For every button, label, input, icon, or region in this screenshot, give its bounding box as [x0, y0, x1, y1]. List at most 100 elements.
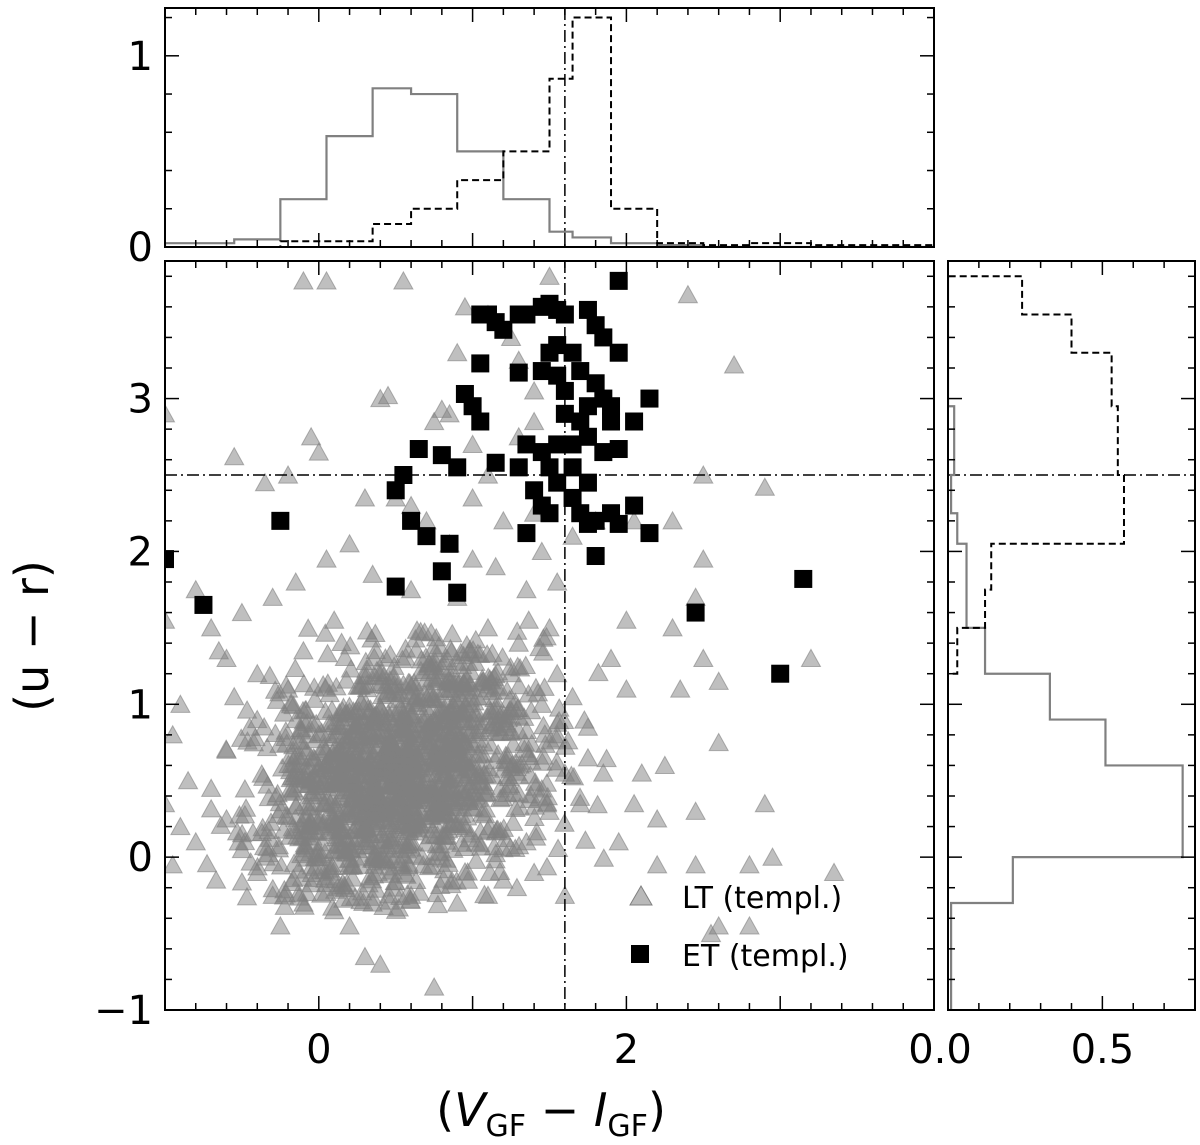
lt-point [539, 801, 560, 820]
lt-point [487, 743, 509, 763]
lt-point [339, 915, 360, 935]
et-point [440, 534, 459, 553]
lt-point [293, 892, 314, 912]
et-point [271, 511, 290, 530]
et-point [563, 488, 582, 507]
lt-point [500, 757, 521, 776]
x-axis-label: (VGF − IGF) [436, 1083, 666, 1144]
lt-point [251, 764, 273, 783]
et-point [509, 458, 528, 477]
y-tick-label: 1 [128, 682, 153, 728]
lt-point [362, 564, 383, 583]
lt-point [524, 807, 545, 826]
lt-point [521, 733, 543, 753]
lt-point [165, 793, 176, 813]
lt-point [165, 854, 184, 874]
legend: LT (templ.) ET (templ.) [629, 881, 849, 974]
et-point [386, 577, 405, 596]
lt-point [281, 872, 303, 892]
lt-point [370, 697, 391, 717]
lt-point [285, 571, 307, 591]
lt-point [429, 834, 451, 854]
lt-point [623, 793, 645, 813]
et-point [609, 440, 628, 459]
lt-point [243, 732, 265, 752]
et-point [525, 481, 544, 500]
lt-point [234, 778, 256, 798]
lt-point [391, 698, 412, 718]
lt-point [523, 411, 545, 431]
lt-point [339, 533, 360, 553]
lt-point [289, 827, 310, 847]
lt-point [258, 820, 279, 840]
lt-point [323, 900, 345, 920]
lt-point [468, 711, 490, 731]
lt-point [246, 862, 268, 882]
right-hist-lt [948, 276, 1184, 1010]
lt-point [216, 808, 237, 828]
lt-point [317, 673, 339, 692]
et-point [386, 481, 405, 500]
lt-point [415, 647, 437, 666]
lt-point [654, 755, 676, 775]
lt-point [562, 686, 583, 706]
lt-point [477, 820, 499, 839]
lt-point [235, 798, 257, 817]
lt-point [623, 510, 645, 530]
lt-point [531, 541, 553, 561]
lt-point [739, 854, 760, 874]
et-point [409, 440, 428, 459]
lt-point [273, 819, 294, 839]
lt-point [308, 724, 330, 743]
lt-point [315, 792, 337, 811]
lt-point [462, 549, 483, 568]
lt-point [762, 847, 783, 866]
lt-point [377, 681, 398, 700]
lt-point [426, 801, 448, 821]
lt-point [489, 788, 511, 808]
top-histogram-panel: 01 [128, 7, 935, 271]
lt-point [316, 549, 337, 568]
right-histogram-panel: 0.0 0.5 [908, 260, 1196, 1073]
lt-point [439, 731, 461, 750]
lt-point [546, 663, 568, 683]
top-frame [164, 7, 935, 248]
lt-point [569, 793, 591, 813]
lt-point [362, 892, 383, 912]
lt-point [333, 697, 354, 717]
lt-point [281, 766, 303, 786]
lt-point [296, 712, 318, 732]
legend-marker-et [631, 945, 649, 963]
lt-point [823, 862, 845, 882]
lt-point [411, 707, 433, 727]
lt-point [474, 804, 496, 824]
lt-point [424, 669, 446, 688]
lt-point [200, 778, 222, 797]
lt-point [277, 678, 299, 698]
et-point [578, 473, 597, 492]
et-point [555, 404, 574, 423]
lt-point [394, 717, 416, 737]
et-point [578, 514, 597, 533]
lt-point [239, 717, 260, 736]
lt-point [452, 699, 474, 719]
et-point [548, 473, 567, 492]
lt-point [631, 763, 653, 782]
et-point [448, 583, 467, 602]
lt-point [369, 954, 391, 973]
lt-point [453, 748, 475, 768]
lt-point [340, 887, 362, 907]
main-frame [164, 260, 935, 1011]
lt-point [516, 831, 537, 851]
right-hist-et [948, 275, 1125, 1010]
y-axis-label: (u − r) [5, 560, 59, 712]
et-point [486, 453, 505, 472]
legend-label-et: ET (templ.) [682, 939, 849, 974]
et-point [594, 443, 613, 462]
lt-point [534, 677, 555, 696]
x-tick-label: 0 [306, 1027, 331, 1073]
lt-point [297, 618, 319, 637]
lt-point [314, 623, 336, 642]
top-hist-bars [165, 16, 934, 247]
